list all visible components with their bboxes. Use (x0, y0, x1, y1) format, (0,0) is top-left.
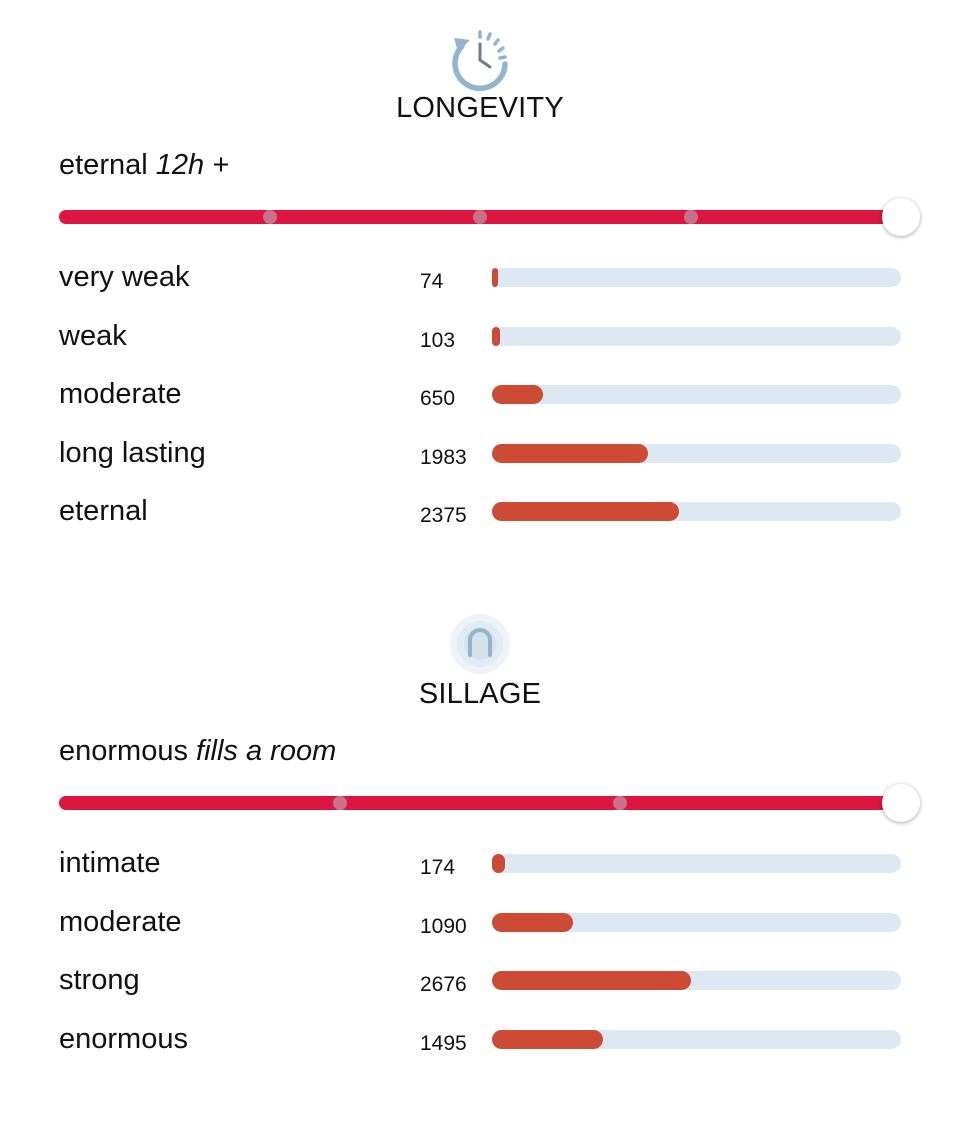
vote-label: eternal (59, 495, 148, 527)
vote-bar-fill (492, 1029, 604, 1049)
radiating-person-icon (450, 614, 510, 674)
vote-label: long lasting (59, 436, 206, 469)
vote-bar-fill (492, 912, 574, 932)
vote-bar-fill (492, 326, 501, 346)
slider-tick[interactable] (262, 210, 277, 224)
vote-bar-track (492, 502, 901, 521)
slider-thumb[interactable] (882, 784, 920, 822)
vote-bar-fill (492, 268, 498, 287)
vote-bar-track (492, 443, 901, 463)
slider-tick[interactable] (683, 210, 698, 224)
slider-thumb[interactable] (882, 198, 920, 236)
vote-bar-track (492, 385, 901, 404)
vote-label: intimate (59, 847, 161, 879)
vote-summary: enormous fills a room (59, 735, 336, 768)
vote-bar-fill (492, 502, 679, 521)
vote-row: long lasting 1983 (0, 433, 960, 473)
summary-main: enormous (59, 735, 188, 767)
longevity-slider[interactable] (59, 198, 920, 236)
vote-bar-track (492, 971, 901, 990)
vote-count: 1090 (420, 914, 467, 938)
vote-bar-track (492, 268, 901, 287)
vote-label: very weak (59, 261, 190, 293)
vote-row: enormous 1495 (0, 1019, 960, 1059)
vote-count: 1983 (420, 445, 467, 469)
vote-count: 103 (420, 328, 456, 352)
vote-label: strong (59, 964, 140, 996)
section-title: LONGEVITY (396, 92, 564, 124)
vote-bar-fill (492, 443, 648, 463)
vote-row: strong 2676 (0, 960, 960, 1000)
slider-tick[interactable] (473, 210, 487, 224)
vote-bar-track (492, 326, 901, 346)
vote-count: 1495 (420, 1031, 467, 1055)
vote-label: enormous (59, 1022, 188, 1055)
vote-bar-fill (492, 971, 691, 990)
vote-label: moderate (59, 378, 182, 410)
clock-rewind-icon (452, 30, 508, 92)
section-title: SILLAGE (418, 678, 542, 710)
vote-bar-fill (492, 854, 505, 873)
vote-row: very weak 74 (0, 257, 960, 297)
vote-row: eternal 2375 (0, 491, 960, 531)
vote-bar-track (492, 912, 901, 932)
vote-row: intimate 174 (0, 843, 960, 883)
vote-bar-track (492, 854, 901, 873)
sillage-slider[interactable] (59, 784, 920, 822)
summary-detail: fills a room (196, 735, 337, 767)
vote-count: 650 (420, 387, 456, 410)
vote-count: 2676 (420, 973, 467, 996)
vote-row: moderate 650 (0, 374, 960, 414)
summary-main: eternal (59, 149, 148, 181)
vote-label: weak (59, 319, 127, 352)
summary-detail: 12h + (155, 149, 230, 181)
slider-tick[interactable] (332, 796, 347, 810)
vote-row: weak 103 (0, 316, 960, 356)
vote-summary: eternal 12h + (59, 149, 229, 182)
slider-tick[interactable] (613, 796, 628, 810)
vote-count: 174 (420, 856, 456, 879)
vote-count: 2375 (420, 504, 467, 527)
vote-bar-fill (492, 385, 544, 404)
vote-bar-track (492, 1029, 901, 1049)
vote-row: moderate 1090 (0, 902, 960, 942)
vote-count: 74 (420, 270, 444, 293)
vote-label: moderate (59, 905, 182, 938)
